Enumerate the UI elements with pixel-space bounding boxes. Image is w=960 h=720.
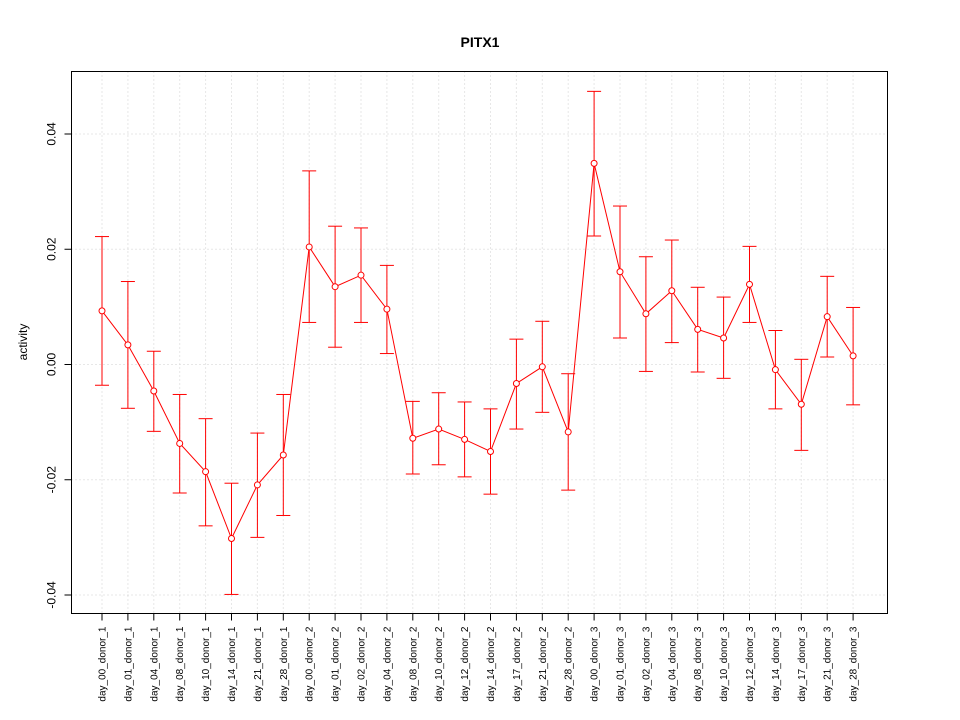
y-axis-label: activity bbox=[16, 324, 30, 361]
plot-frame bbox=[71, 71, 888, 614]
data-point bbox=[461, 435, 469, 443]
data-point bbox=[124, 341, 132, 349]
x-tick-label: day_17_donor_3 bbox=[797, 626, 808, 702]
data-point bbox=[150, 387, 158, 395]
data-point bbox=[383, 305, 391, 313]
x-tick-label: day_10_donor_1 bbox=[201, 626, 212, 702]
x-tick-label: day_04_donor_1 bbox=[149, 626, 160, 702]
data-point bbox=[668, 287, 676, 295]
data-point bbox=[202, 468, 210, 476]
x-tick-label: day_21_donor_3 bbox=[823, 626, 834, 702]
x-tick-label: day_08_donor_3 bbox=[693, 626, 704, 702]
data-point bbox=[279, 451, 287, 459]
data-point bbox=[253, 481, 261, 489]
data-point bbox=[98, 307, 106, 315]
x-tick-label: day_14_donor_3 bbox=[771, 626, 782, 702]
x-tick-label: day_00_donor_3 bbox=[590, 626, 601, 702]
x-tick-label: day_04_donor_3 bbox=[667, 626, 678, 702]
data-point bbox=[694, 325, 702, 333]
data-point bbox=[357, 271, 365, 279]
data-point bbox=[331, 283, 339, 291]
x-tick-label: day_28_donor_2 bbox=[564, 626, 575, 702]
data-point bbox=[435, 425, 443, 433]
x-tick-label: day_14_donor_1 bbox=[227, 626, 238, 702]
data-point bbox=[176, 439, 184, 447]
x-tick-label: day_00_donor_1 bbox=[98, 626, 109, 702]
x-tick-label: day_08_donor_1 bbox=[175, 626, 186, 702]
x-tick-label: day_02_donor_3 bbox=[641, 626, 652, 702]
series-line bbox=[101, 163, 854, 540]
data-point bbox=[849, 352, 857, 360]
data-point bbox=[305, 243, 313, 251]
x-tick-label: day_12_donor_2 bbox=[460, 626, 471, 702]
grid bbox=[71, 71, 888, 614]
y-tick-label: -0.02 bbox=[45, 466, 59, 494]
x-tick-label: day_28_donor_3 bbox=[849, 626, 860, 702]
data-point bbox=[228, 535, 235, 543]
x-tick-label: day_04_donor_2 bbox=[382, 626, 393, 702]
x-tick-label: day_17_donor_2 bbox=[512, 626, 523, 702]
data-point bbox=[720, 334, 728, 342]
data-point bbox=[797, 400, 805, 408]
x-tick-label: day_02_donor_2 bbox=[357, 626, 368, 702]
y-tick-label: 0.02 bbox=[45, 237, 59, 261]
data-point bbox=[538, 363, 546, 371]
data-point bbox=[409, 434, 417, 442]
x-tick-label: day_28_donor_1 bbox=[279, 626, 290, 702]
chart-title: PITX1 bbox=[461, 34, 500, 50]
data-point bbox=[823, 313, 831, 321]
data-point bbox=[512, 380, 520, 388]
x-tick-label: day_14_donor_2 bbox=[486, 626, 497, 702]
data-point bbox=[590, 159, 598, 167]
x-tick-label: day_01_donor_1 bbox=[123, 626, 134, 702]
data-point bbox=[564, 428, 572, 436]
y-tick-label: 0.04 bbox=[45, 122, 59, 146]
x-tick-label: day_21_donor_2 bbox=[538, 626, 549, 702]
x-tick-label: day_01_donor_3 bbox=[616, 626, 627, 702]
series bbox=[95, 90, 861, 595]
x-tick-label: day_01_donor_2 bbox=[331, 626, 342, 702]
x-tick-label: day_12_donor_3 bbox=[745, 626, 756, 702]
y-tick-label: 0.00 bbox=[45, 352, 59, 376]
data-point bbox=[746, 280, 753, 288]
x-tick-label: day_10_donor_2 bbox=[434, 626, 445, 702]
x-tick-label: day_21_donor_1 bbox=[253, 626, 264, 702]
data-point bbox=[616, 268, 624, 276]
x-tick-label: day_10_donor_3 bbox=[719, 626, 730, 702]
y-tick-label: -0.04 bbox=[45, 581, 59, 609]
data-point bbox=[487, 448, 494, 456]
x-tick-label: day_08_donor_2 bbox=[408, 626, 419, 702]
data-point bbox=[642, 310, 650, 318]
data-point bbox=[771, 366, 779, 374]
x-tick-label: day_00_donor_2 bbox=[305, 626, 316, 702]
